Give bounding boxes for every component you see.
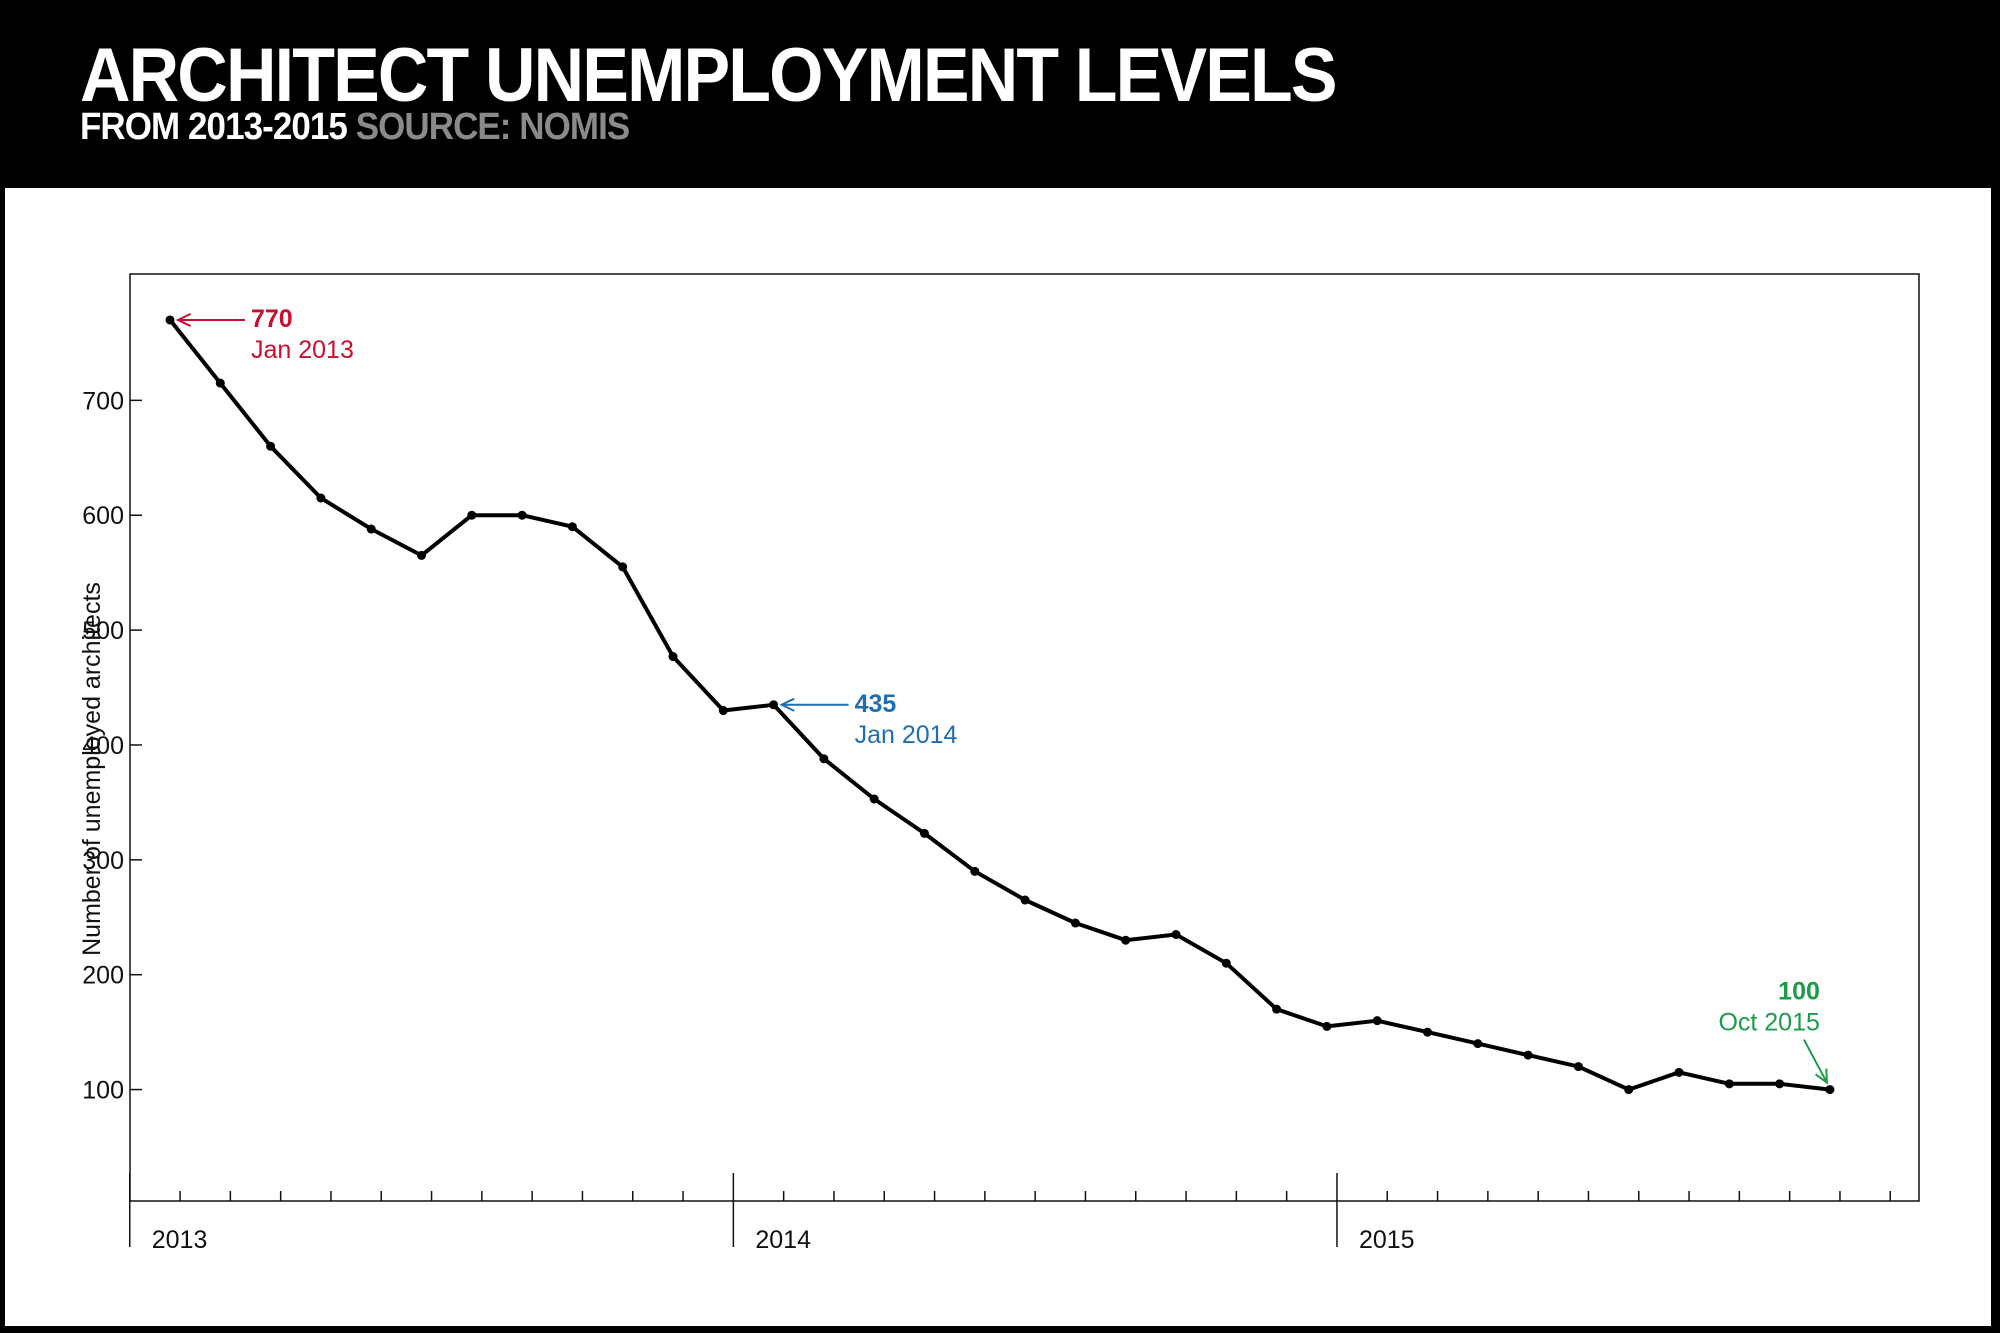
- y-tick-label: 500: [82, 617, 124, 645]
- data-point: [1070, 918, 1080, 928]
- data-point: [1473, 1039, 1483, 1049]
- x-tick-label: 2013: [152, 1226, 208, 1254]
- y-tick-label: 600: [82, 502, 124, 530]
- annotation-date: Jan 2014: [855, 721, 958, 749]
- annotation-value: 770: [251, 305, 293, 333]
- data-point: [819, 754, 829, 764]
- data-point: [920, 828, 929, 838]
- data-point: [316, 493, 326, 503]
- data-point: [215, 378, 225, 388]
- annotation-date: Jan 2013: [251, 336, 354, 364]
- series-line: [168, 318, 1831, 1092]
- data-point: [718, 706, 728, 716]
- y-axis: 100 200 300 400 500 600 700: [82, 387, 142, 1105]
- annotation-arrowhead: [175, 312, 192, 327]
- data-point: [1775, 1079, 1785, 1089]
- data-point: [1624, 1085, 1634, 1095]
- y-tick-label: 700: [82, 387, 124, 415]
- chart-header: ARCHITECT UNEMPLOYMENT LEVELS FROM 2013-…: [0, 0, 2000, 185]
- data-point: [1523, 1050, 1533, 1060]
- annotation-value: 100: [1778, 978, 1820, 1006]
- subtitle-date-range: FROM 2013-2015: [80, 106, 348, 148]
- data-point: [567, 522, 577, 532]
- data-point: [769, 700, 779, 710]
- data-point: [1423, 1027, 1432, 1037]
- data-point: [1020, 895, 1030, 905]
- annotation-arrowhead: [1814, 1068, 1828, 1085]
- data-point: [869, 794, 879, 804]
- annotation-value: 435: [855, 690, 897, 718]
- data-point: [517, 510, 527, 520]
- x-axis: 2013 2014 2015: [129, 1173, 1892, 1254]
- annotation-arrow: [1803, 1039, 1828, 1084]
- data-point: [1724, 1079, 1734, 1089]
- data-point: [467, 510, 477, 520]
- data-point: [165, 315, 175, 325]
- data-point: [1372, 1016, 1382, 1026]
- y-axis-title: Number of unemployed architects: [78, 582, 106, 956]
- series-points: [165, 315, 1835, 1095]
- data-point: [1272, 1004, 1282, 1014]
- x-tick-label: 2014: [755, 1226, 811, 1254]
- y-tick-label: 300: [82, 847, 124, 875]
- chart-title: ARCHITECT UNEMPLOYMENT LEVELS: [80, 33, 1338, 118]
- x-tick-label: 2015: [1359, 1226, 1415, 1254]
- data-point: [417, 550, 426, 560]
- data-point: [1322, 1021, 1332, 1031]
- subtitle-source: SOURCE: NOMIS: [355, 106, 630, 148]
- data-point: [970, 866, 980, 876]
- data-point: [1171, 930, 1181, 940]
- data-point: [1825, 1085, 1835, 1095]
- data-point: [1121, 935, 1131, 945]
- y-tick-label: 200: [82, 962, 124, 990]
- data-point: [266, 441, 276, 451]
- annotation-arrowhead: [779, 697, 795, 712]
- plot-frame: [129, 273, 1920, 1202]
- data-point: [1674, 1067, 1684, 1077]
- y-tick-label: 400: [82, 732, 124, 760]
- chart-subtitle: FROM 2013-2015 SOURCE: NOMIS: [80, 106, 630, 148]
- data-point: [1221, 958, 1231, 968]
- data-point: [366, 524, 376, 534]
- annotations: 770 Jan 2013 435 Jan 2014 100 Oct 2015: [175, 305, 1828, 1085]
- data-point: [668, 652, 678, 662]
- y-tick-label: 100: [82, 1077, 124, 1105]
- annotation-date: Oct 2015: [1718, 1009, 1819, 1037]
- data-point: [1573, 1062, 1583, 1072]
- chart-panel: [5, 188, 1991, 1326]
- data-point: [618, 562, 628, 572]
